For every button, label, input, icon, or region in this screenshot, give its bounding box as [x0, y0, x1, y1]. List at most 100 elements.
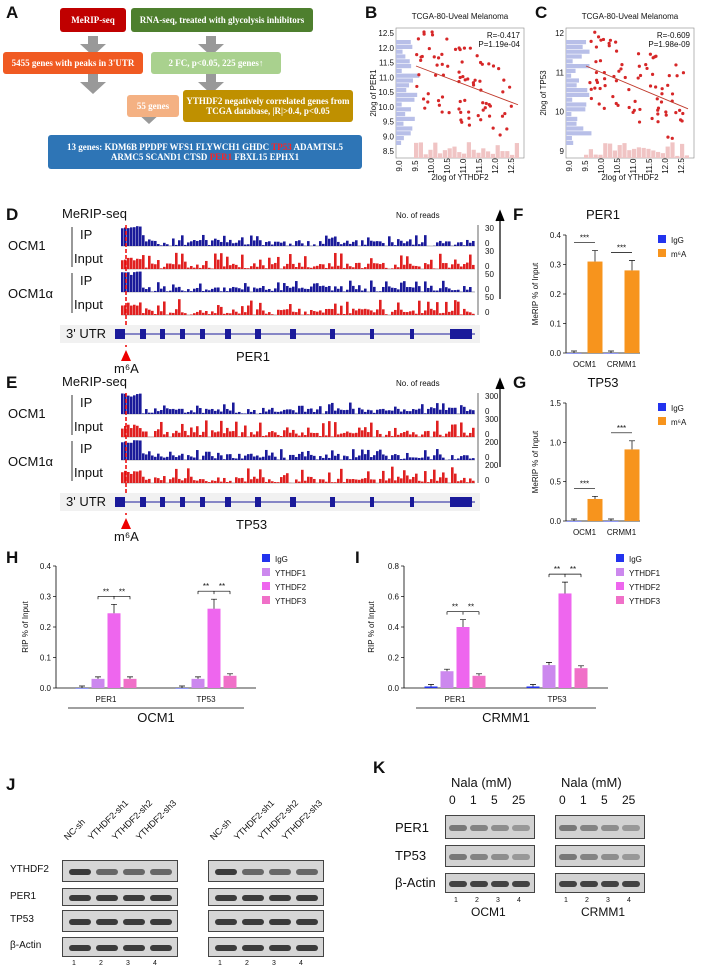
data-point: [419, 55, 423, 59]
coverage-bar: [448, 431, 451, 437]
coverage-bar: [316, 409, 319, 414]
coverage-bar: [148, 239, 151, 246]
coverage-bar: [172, 455, 175, 460]
data-point: [681, 71, 686, 75]
coverage-bar: [175, 457, 178, 460]
data-point: [589, 39, 593, 43]
coverage-bar: [385, 455, 388, 460]
data-point: [501, 90, 505, 94]
x-hist-bar: [442, 150, 447, 158]
coverage-bar: [211, 240, 214, 246]
band: [242, 919, 264, 925]
band: [491, 881, 509, 887]
coverage-bar: [265, 449, 268, 460]
y-axis-label: RIP % of Input: [367, 601, 376, 653]
coverage-bar: [415, 281, 418, 292]
data-point: [417, 73, 421, 77]
data-point: [607, 44, 611, 48]
legend-swatch: [658, 403, 666, 411]
coverage-bar: [175, 309, 178, 315]
coverage-bar: [313, 266, 316, 269]
sig-label: **: [570, 565, 576, 574]
bar: [587, 498, 603, 521]
x-hist-bar: [636, 147, 641, 158]
band: [269, 945, 291, 951]
coverage-bar: [292, 263, 295, 269]
x-hist-bar: [476, 152, 481, 158]
legend-label: YTHDF3: [275, 597, 307, 606]
coverage-bar: [388, 236, 391, 246]
y-hist-bar: [566, 73, 572, 78]
coverage-bar: [439, 454, 442, 460]
coverage-bar: [457, 289, 460, 292]
x-hist-bar: [651, 150, 656, 158]
coverage-bar: [412, 287, 415, 292]
coverage-bar: [367, 471, 370, 483]
coverage-bar: [430, 459, 433, 460]
coverage-bar: [439, 477, 442, 483]
bar: [223, 675, 237, 688]
scale-min: 0: [485, 453, 490, 462]
coverage-bar: [328, 238, 331, 246]
coverage-bar: [274, 432, 277, 437]
y-hist-bar: [396, 136, 404, 141]
y-hist-bar: [566, 121, 577, 126]
coverage-bar: [121, 260, 124, 269]
data-point: [680, 119, 684, 123]
coverage-bar: [469, 287, 472, 292]
band: [622, 881, 640, 887]
coverage-bar: [424, 413, 427, 414]
y-hist-bar: [396, 131, 411, 136]
coverage-bar: [184, 313, 187, 315]
coverage-bar: [397, 408, 400, 414]
coverage-bar: [319, 436, 322, 437]
x-hist-bar: [617, 145, 622, 158]
coverage-bar: [142, 255, 145, 269]
data-point: [623, 75, 627, 80]
lane-number: 1: [218, 960, 222, 965]
coverage-bar: [121, 272, 124, 292]
coverage-bar: [214, 458, 217, 460]
bar: [207, 608, 221, 688]
y-tick-label: 10.0: [378, 103, 394, 112]
scale-max: 300: [485, 392, 499, 401]
coverage-bar: [124, 227, 127, 246]
coverage-bar: [352, 433, 355, 437]
coverage-bar: [253, 287, 256, 292]
band: [150, 945, 172, 951]
data-point: [460, 60, 464, 64]
input-label: Input: [74, 297, 103, 312]
coverage-bar: [394, 288, 397, 292]
coverage-bar: [397, 239, 400, 246]
x-hist-bar: [481, 148, 486, 158]
coverage-bar: [193, 267, 196, 269]
coverage-bar: [208, 244, 211, 246]
coverage-bar: [424, 281, 427, 292]
coverage-bar: [202, 431, 205, 437]
coverage-bar: [403, 470, 406, 483]
error-bar: [562, 581, 568, 594]
coverage-bar: [409, 311, 412, 315]
coverage-bar: [382, 454, 385, 460]
x-hist-bar: [447, 148, 452, 158]
coverage-bar: [199, 240, 202, 246]
coverage-bar: [466, 262, 469, 269]
coverage-bar: [121, 305, 124, 315]
coverage-bar: [262, 407, 265, 414]
coverage-bar: [334, 236, 337, 246]
coverage-bar: [334, 455, 337, 460]
data-point: [415, 84, 419, 89]
coverage-bar: [280, 477, 283, 483]
coverage-bar: [160, 480, 163, 483]
coverage-bar: [394, 406, 397, 414]
coverage-bar: [301, 405, 304, 414]
m6a-marker: [121, 350, 131, 361]
y-hist-bar: [566, 83, 577, 88]
band: [69, 945, 91, 951]
bar: [91, 678, 105, 688]
data-point: [491, 64, 496, 68]
coverage-bar: [448, 311, 451, 315]
panel-label-i: I: [355, 548, 360, 567]
coverage-bar: [196, 240, 199, 246]
coverage-bar: [319, 406, 322, 414]
